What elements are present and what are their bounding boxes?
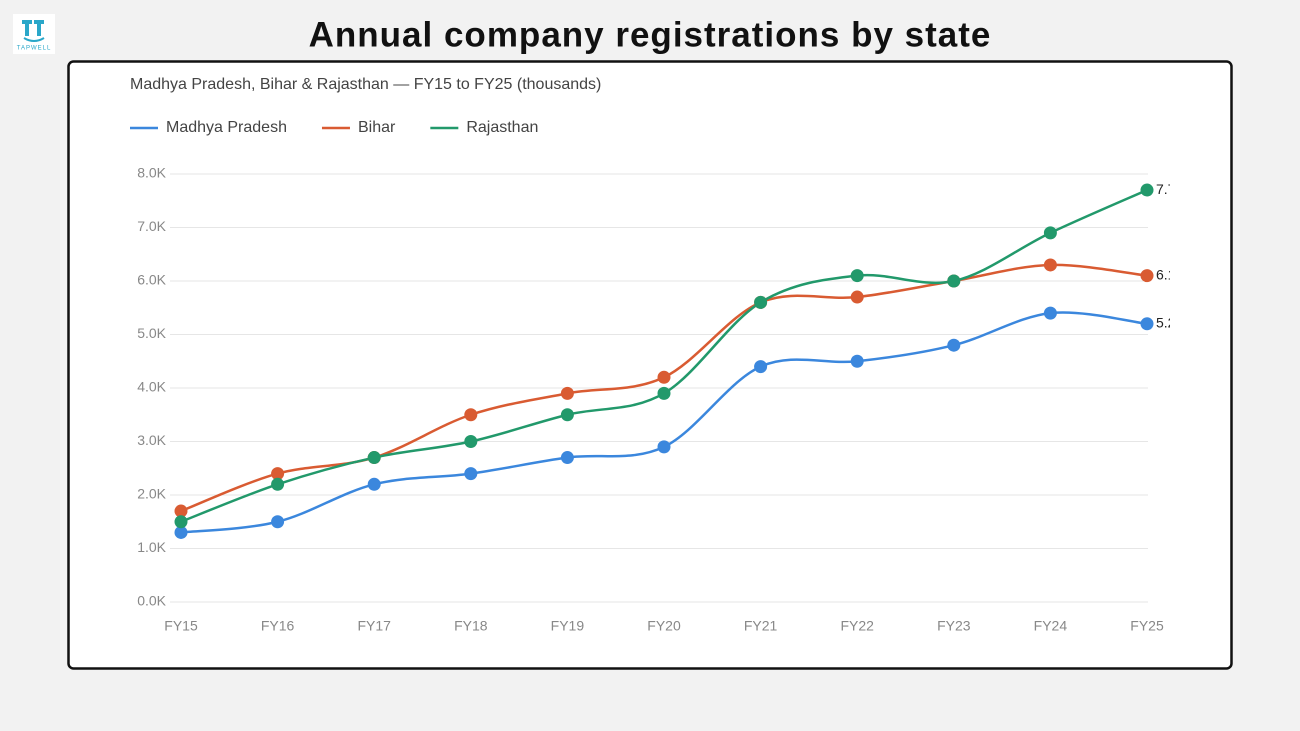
data-point [850,354,864,368]
x-tick-label: FY16 [261,618,295,634]
y-tick-label: 3.0K [137,432,166,448]
x-tick-label: FY17 [357,618,391,634]
logo: TAPWELL [13,14,55,54]
legend-label: Rajasthan [466,119,538,136]
data-point [657,370,671,384]
legend-label: Bihar [358,119,396,136]
x-tick-label: FY18 [454,618,488,634]
data-point [271,477,285,491]
data-point [657,386,671,400]
data-point [174,504,188,518]
x-tick-label: FY22 [840,618,874,634]
y-tick-label: 8.0K [137,165,166,181]
legend-label: Madhya Pradesh [166,119,287,136]
data-point [464,408,478,422]
data-point [1140,269,1154,283]
y-tick-label: 4.0K [137,379,166,395]
data-point [367,451,381,465]
x-tick-label: FY20 [647,618,681,634]
logo-smile [23,37,45,42]
data-point [464,467,478,481]
data-point [1140,317,1154,331]
data-point [560,408,574,422]
data-point [174,525,188,539]
y-tick-label: 0.0K [137,593,166,609]
data-point [271,467,285,481]
x-tick-label: FY15 [164,618,198,634]
data-point [271,515,285,529]
x-tick-label: FY19 [551,618,585,634]
data-label: 6.1K [1156,266,1185,282]
logo-text: TAPWELL [17,46,52,52]
plot: 0.0K 1.0K 2.0K 3.0K 4.0K 5.0K 6.0K 7.0K 8.0K FY15… [137,165,1185,634]
y-tick-label: 2.0K [137,486,166,502]
data-point [464,435,478,448]
x-tick-label: FY24 [1034,618,1068,634]
chart-card [67,60,1233,670]
data-point [174,515,188,529]
data-point [560,451,574,465]
x-tick-label: FY23 [937,618,971,634]
data-label: 7.7K [1156,181,1185,197]
data-point [1043,226,1057,240]
data-point [1140,183,1154,197]
data-point [754,295,768,309]
data-point [560,386,574,400]
data-point [947,274,961,288]
y-tick-label: 6.0K [137,272,166,288]
y-tick-label: 7.0K [137,218,166,234]
y-tick-label: 1.0K [137,539,166,555]
x-tick-label: FY25 [1130,618,1164,634]
y-tick-label: 5.0K [137,325,166,341]
data-point [1043,306,1057,320]
data-point [657,440,671,454]
data-point [947,338,961,352]
logo-mark [22,20,44,36]
data-point [1043,258,1057,272]
data-point [754,360,768,374]
chart-subtitle: Madhya Pradesh, Bihar & Rajasthan — FY15… [130,76,601,93]
data-point [367,477,381,491]
data-label: 5.2K [1156,315,1185,331]
data-point [850,269,864,283]
chart-title: Annual company registrations by state [309,15,992,54]
x-tick-label: FY21 [744,618,778,634]
data-point [850,290,864,304]
